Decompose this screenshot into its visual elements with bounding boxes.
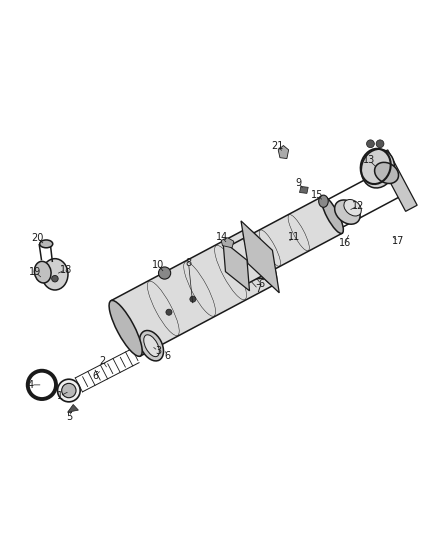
Text: 6: 6 bbox=[258, 279, 264, 289]
Ellipse shape bbox=[344, 199, 361, 216]
Ellipse shape bbox=[109, 301, 142, 357]
Ellipse shape bbox=[190, 296, 196, 302]
Text: 6: 6 bbox=[165, 351, 171, 361]
Polygon shape bbox=[300, 187, 308, 193]
Polygon shape bbox=[111, 229, 275, 356]
Ellipse shape bbox=[225, 247, 247, 285]
Text: 18: 18 bbox=[60, 264, 72, 274]
Ellipse shape bbox=[319, 195, 328, 207]
Ellipse shape bbox=[374, 163, 399, 183]
Ellipse shape bbox=[144, 335, 159, 357]
Text: 6: 6 bbox=[92, 371, 98, 381]
Text: 19: 19 bbox=[29, 267, 42, 277]
Text: 9: 9 bbox=[296, 177, 302, 188]
Text: 21: 21 bbox=[271, 141, 283, 150]
Text: 8: 8 bbox=[185, 258, 191, 268]
Text: 5: 5 bbox=[66, 411, 72, 422]
Ellipse shape bbox=[62, 383, 76, 398]
Polygon shape bbox=[226, 196, 342, 285]
Polygon shape bbox=[241, 221, 279, 293]
Polygon shape bbox=[376, 150, 417, 212]
Ellipse shape bbox=[367, 140, 374, 148]
Ellipse shape bbox=[166, 309, 172, 315]
Text: 10: 10 bbox=[152, 260, 164, 270]
Polygon shape bbox=[223, 241, 250, 291]
Text: 15: 15 bbox=[311, 190, 324, 200]
Text: 2: 2 bbox=[100, 357, 106, 366]
Ellipse shape bbox=[321, 196, 343, 233]
Text: 7: 7 bbox=[255, 284, 261, 294]
Text: 20: 20 bbox=[32, 233, 44, 243]
Text: 1: 1 bbox=[57, 391, 63, 401]
Ellipse shape bbox=[52, 276, 58, 282]
Polygon shape bbox=[221, 238, 234, 248]
Polygon shape bbox=[67, 405, 78, 413]
Ellipse shape bbox=[335, 200, 360, 224]
Ellipse shape bbox=[159, 267, 171, 279]
Text: 14: 14 bbox=[215, 232, 228, 242]
Text: 4: 4 bbox=[28, 380, 34, 390]
Text: 11: 11 bbox=[288, 232, 300, 242]
Text: 17: 17 bbox=[392, 236, 405, 246]
Ellipse shape bbox=[40, 240, 53, 248]
Text: 13: 13 bbox=[363, 155, 375, 165]
Ellipse shape bbox=[361, 149, 394, 188]
Text: 3: 3 bbox=[155, 346, 161, 356]
Ellipse shape bbox=[57, 379, 80, 402]
Polygon shape bbox=[278, 146, 289, 158]
Ellipse shape bbox=[34, 261, 51, 283]
Ellipse shape bbox=[140, 330, 163, 361]
Text: 16: 16 bbox=[339, 238, 351, 248]
Text: 12: 12 bbox=[352, 200, 364, 211]
Ellipse shape bbox=[244, 229, 277, 285]
Ellipse shape bbox=[42, 259, 68, 290]
Ellipse shape bbox=[376, 140, 384, 148]
